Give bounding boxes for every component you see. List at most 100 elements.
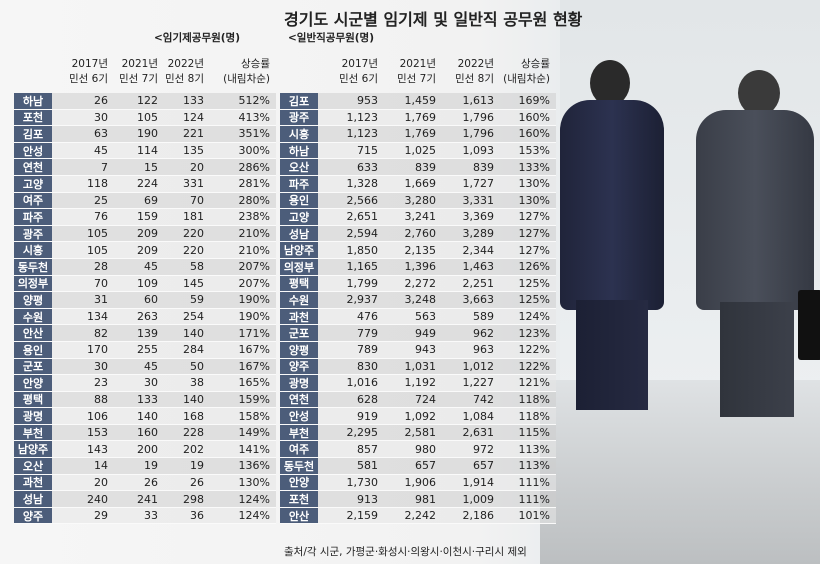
- rate-cell: 122%: [518, 359, 550, 373]
- value-2017: 45: [94, 144, 108, 158]
- value-2021: 15: [144, 160, 158, 174]
- city-cell: 남양주: [280, 242, 318, 258]
- value-2021: 1,031: [404, 359, 437, 373]
- value-2022: 1,009: [462, 492, 495, 506]
- city-cell: 여주: [280, 441, 318, 458]
- rate-cell: 190%: [238, 310, 270, 324]
- value-2017: 240: [87, 492, 108, 506]
- value-2022: 657: [473, 459, 494, 473]
- header-col-2017: 2017년 민선 6기: [339, 58, 378, 85]
- value-2022: 2,344: [462, 243, 495, 257]
- value-2017: 2,159: [346, 509, 379, 523]
- table-row: 군포 779 949 962 123%: [280, 325, 556, 342]
- value-2017: 2,594: [346, 227, 379, 241]
- value-2022: 1,084: [462, 409, 495, 423]
- rate-cell: 124%: [238, 492, 270, 506]
- value-2021: 1,769: [404, 127, 437, 141]
- rate-cell: 149%: [238, 426, 270, 440]
- rate-cell: 160%: [518, 127, 550, 141]
- value-2022: 70: [190, 193, 204, 207]
- table-row: 안양 23 30 38 165%: [14, 375, 276, 392]
- value-2017: 105: [87, 243, 108, 257]
- fixed-term-table: 2017년 민선 6기 2021년 민선 7기 2022년 민선 8기 상승률 (내림차…: [14, 57, 276, 525]
- rate-cell: 190%: [238, 293, 270, 307]
- value-2021: 190: [137, 127, 158, 141]
- value-2022: 133: [183, 94, 204, 108]
- value-2022: 1,727: [462, 177, 495, 191]
- value-2021: 19: [144, 459, 158, 473]
- value-2021: 241: [137, 492, 158, 506]
- value-2017: 1,730: [346, 475, 379, 489]
- rate-cell: 126%: [518, 260, 550, 274]
- value-2021: 2,135: [404, 243, 437, 257]
- value-2017: 2,566: [346, 193, 379, 207]
- rate-cell: 130%: [518, 177, 550, 191]
- value-2022: 589: [473, 310, 494, 324]
- value-2017: 789: [357, 343, 378, 357]
- table-row: 용인 2,566 3,280 3,331 130%: [280, 192, 556, 210]
- rate-cell: 141%: [238, 442, 270, 456]
- rate-cell: 280%: [238, 193, 270, 207]
- table-row: 광명 106 140 168 158%: [14, 408, 276, 425]
- city-cell: 군포: [280, 325, 318, 341]
- table-row: 용인 170 255 284 167%: [14, 341, 276, 359]
- value-2017: 30: [94, 110, 108, 124]
- value-2022: 38: [190, 376, 204, 390]
- table-row: 포천 913 981 1,009 111%: [280, 491, 556, 508]
- value-2022: 181: [183, 210, 204, 224]
- table-row: 안산 2,159 2,242 2,186 101%: [280, 507, 556, 525]
- value-2017: 953: [357, 94, 378, 108]
- value-2021: 981: [415, 492, 436, 506]
- value-2021: 724: [415, 392, 436, 406]
- city-cell: 고양: [14, 175, 52, 192]
- rate-cell: 281%: [238, 177, 270, 191]
- person-right: [690, 70, 820, 425]
- value-2017: 63: [94, 127, 108, 141]
- table-header: 2017년 민선 6기 2021년 민선 7기 2022년 민선 8기 상승률 (내림차…: [14, 57, 276, 93]
- value-2021: 3,248: [404, 293, 437, 307]
- value-2022: 140: [183, 326, 204, 340]
- city-cell: 안산: [14, 325, 52, 341]
- rate-cell: 115%: [518, 426, 550, 440]
- header-col-2017: 2017년 민선 6기: [69, 58, 108, 85]
- city-cell: 시흥: [14, 242, 52, 258]
- value-2022: 254: [183, 310, 204, 324]
- value-2017: 105: [87, 227, 108, 241]
- city-cell: 여주: [14, 192, 52, 209]
- value-2021: 30: [144, 376, 158, 390]
- value-2021: 1,459: [404, 94, 437, 108]
- value-2017: 70: [94, 276, 108, 290]
- value-2021: 159: [137, 210, 158, 224]
- city-cell: 양평: [280, 341, 318, 358]
- value-2021: 943: [415, 343, 436, 357]
- city-cell: 시흥: [280, 126, 318, 142]
- value-2022: 145: [183, 276, 204, 290]
- value-2022: 2,631: [462, 426, 495, 440]
- table-row: 안산 82 139 140 171%: [14, 325, 276, 342]
- value-2022: 50: [190, 359, 204, 373]
- value-2021: 255: [137, 343, 158, 357]
- value-2022: 220: [183, 227, 204, 241]
- rate-cell: 124%: [518, 310, 550, 324]
- rate-cell: 159%: [238, 392, 270, 406]
- rate-cell: 207%: [238, 276, 270, 290]
- value-2021: 224: [137, 177, 158, 191]
- table-row: 성남 2,594 2,760 3,289 127%: [280, 225, 556, 243]
- value-2022: 36: [190, 509, 204, 523]
- value-2017: 919: [357, 409, 378, 423]
- table-row: 광주 105 209 220 210%: [14, 225, 276, 243]
- value-2021: 45: [144, 359, 158, 373]
- rate-cell: 113%: [518, 459, 550, 473]
- city-cell: 오산: [280, 159, 318, 175]
- rate-cell: 167%: [238, 343, 270, 357]
- rate-cell: 118%: [518, 409, 550, 423]
- table-row: 수원 134 263 254 190%: [14, 308, 276, 326]
- rate-cell: 113%: [518, 442, 550, 456]
- city-cell: 김포: [14, 126, 52, 142]
- value-2021: 160: [137, 426, 158, 440]
- rate-cell: 300%: [238, 144, 270, 158]
- table-row: 군포 30 45 50 167%: [14, 358, 276, 376]
- table-row: 시흥 105 209 220 210%: [14, 242, 276, 259]
- city-cell: 평택: [14, 391, 52, 408]
- value-2017: 2,295: [346, 426, 379, 440]
